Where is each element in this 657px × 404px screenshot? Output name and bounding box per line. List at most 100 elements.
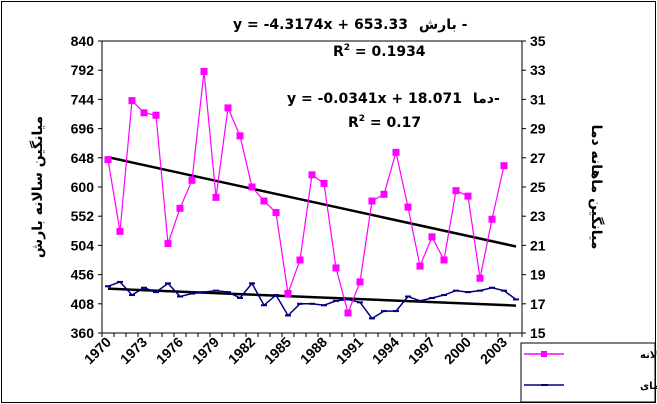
y-left-tick-label: 408 bbox=[71, 296, 95, 312]
data-point bbox=[273, 294, 279, 297]
data-point bbox=[224, 104, 232, 112]
y-right-tick-label: 19 bbox=[530, 267, 546, 283]
plot-area bbox=[101, 40, 523, 334]
data-point bbox=[344, 309, 352, 317]
data-point bbox=[380, 190, 388, 198]
equation-2-label: دما- bbox=[473, 91, 500, 107]
data-point bbox=[500, 162, 508, 170]
y-left-tick-label: 552 bbox=[71, 208, 95, 224]
data-point bbox=[369, 317, 375, 320]
data-point bbox=[164, 240, 172, 248]
data-point bbox=[321, 304, 327, 307]
data-point bbox=[488, 215, 496, 223]
data-point bbox=[177, 295, 183, 298]
data-point bbox=[249, 282, 255, 285]
data-point bbox=[189, 292, 195, 295]
data-point bbox=[308, 171, 316, 179]
data-point bbox=[260, 197, 268, 205]
data-point bbox=[392, 148, 400, 156]
legend-precip-marker bbox=[541, 351, 547, 357]
equation-1-label: بارش - bbox=[419, 17, 468, 33]
data-point bbox=[212, 193, 220, 201]
left-axis: 840 792 744 696 648 600 552 504 456 408 360 bbox=[71, 33, 102, 341]
data-point bbox=[356, 278, 364, 286]
data-point bbox=[404, 203, 412, 211]
data-point bbox=[165, 282, 171, 285]
y-left-tick-label: 360 bbox=[71, 325, 95, 341]
y-left-tick-label: 792 bbox=[71, 62, 95, 78]
data-point bbox=[489, 286, 495, 289]
y-left-tick-label: 840 bbox=[71, 33, 95, 49]
y-left-tick-label: 600 bbox=[71, 179, 95, 195]
equation-2: y = -0.0341x + 18.071 دما- bbox=[287, 91, 500, 107]
y-axis-right-title: میانگین ماهانه دما bbox=[588, 125, 605, 250]
data-point bbox=[140, 109, 148, 117]
legend-temp-label: میانگین دمای bbox=[640, 379, 657, 392]
data-point bbox=[464, 192, 472, 200]
data-point bbox=[501, 289, 507, 292]
data-point bbox=[272, 209, 280, 217]
trendline bbox=[107, 155, 517, 248]
series-precipitation bbox=[104, 67, 508, 317]
data-point bbox=[416, 262, 424, 270]
data-point bbox=[201, 291, 207, 294]
data-point bbox=[128, 97, 136, 105]
data-point bbox=[477, 289, 483, 292]
equation-2-formula: y = -0.0341x + 18.071 bbox=[287, 91, 462, 107]
data-point bbox=[440, 256, 448, 264]
data-point bbox=[248, 183, 256, 191]
y-left-tick-label: 648 bbox=[71, 150, 95, 166]
r2-1: R2 = 0.1934 bbox=[333, 43, 426, 60]
data-point bbox=[381, 310, 387, 313]
data-point bbox=[236, 132, 244, 140]
data-point bbox=[417, 299, 423, 302]
y-left-tick-label: 696 bbox=[71, 121, 95, 137]
data-point bbox=[405, 295, 411, 298]
data-point bbox=[357, 301, 363, 304]
r2-2: R2 = 0.17 bbox=[348, 114, 421, 131]
data-point bbox=[309, 302, 315, 305]
data-point bbox=[332, 264, 340, 272]
data-point bbox=[141, 286, 147, 289]
equation-1-formula: y = -4.3174x + 653.33 bbox=[233, 17, 408, 33]
data-point bbox=[429, 296, 435, 299]
data-point bbox=[237, 296, 243, 299]
y-axis-left-title: میانگین سالانه بارش bbox=[29, 116, 46, 258]
y-right-tick-label: 31 bbox=[530, 91, 546, 107]
data-point bbox=[296, 256, 304, 264]
y-left-tick-label: 744 bbox=[71, 91, 95, 107]
data-point bbox=[225, 291, 231, 294]
series-temperature bbox=[105, 280, 519, 320]
y-right-tick-label: 15 bbox=[530, 325, 546, 341]
data-point bbox=[453, 289, 459, 292]
data-point bbox=[188, 176, 196, 184]
data-point bbox=[261, 304, 267, 307]
equation-1: y = -4.3174x + 653.33 بارش - bbox=[233, 17, 468, 33]
data-point bbox=[117, 280, 123, 283]
legend-precip-label: بارش سالانه bbox=[640, 350, 657, 361]
y-right-tick-label: 23 bbox=[530, 208, 546, 224]
data-point bbox=[297, 302, 303, 305]
data-point bbox=[320, 179, 328, 187]
y-right-tick-label: 35 bbox=[530, 33, 546, 49]
data-point bbox=[129, 294, 135, 297]
data-point bbox=[476, 274, 484, 282]
data-point bbox=[200, 67, 208, 75]
data-point bbox=[284, 289, 292, 297]
data-point bbox=[105, 285, 111, 288]
data-point bbox=[285, 314, 291, 317]
data-point bbox=[116, 227, 124, 235]
data-point bbox=[368, 197, 376, 205]
y-left-tick-label: 504 bbox=[71, 237, 95, 253]
series-line bbox=[107, 71, 505, 315]
data-point bbox=[465, 291, 471, 294]
data-point bbox=[345, 298, 351, 301]
y-right-tick-label: 17 bbox=[530, 296, 546, 312]
y-left-tick-label: 456 bbox=[71, 267, 95, 283]
data-point bbox=[393, 310, 399, 313]
data-point bbox=[152, 111, 160, 119]
data-point bbox=[452, 187, 460, 195]
data-point bbox=[176, 204, 184, 212]
y-right-tick-label: 33 bbox=[530, 62, 546, 78]
